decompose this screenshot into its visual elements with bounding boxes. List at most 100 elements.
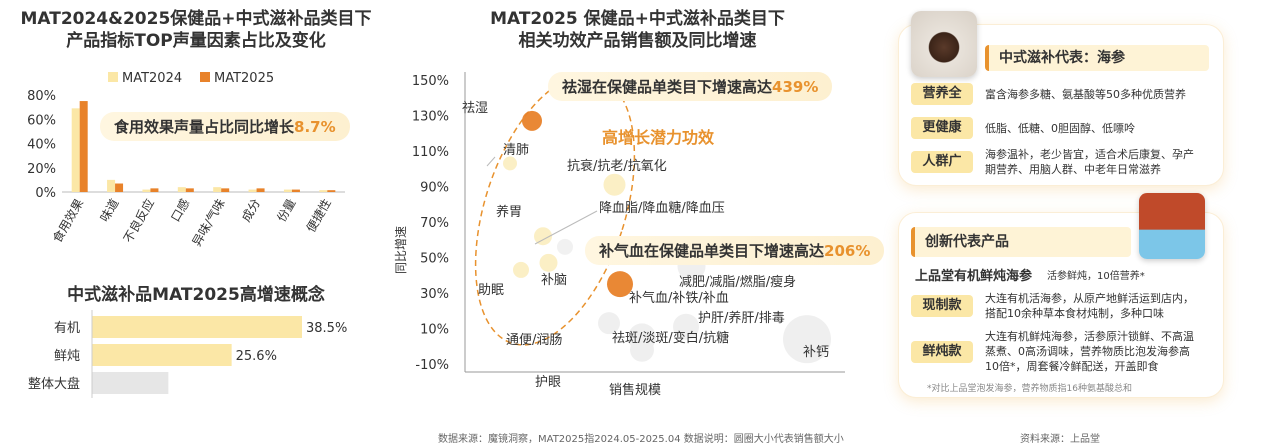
left-chart-title-line1: MAT2024&2025保健品+中式滋补品类目下	[20, 9, 372, 29]
audience-text: 海参温补，老少皆宜，适合术后康复、孕产 期营养、用脑人群、中老年日常滋养	[985, 147, 1194, 177]
innovation-title: 创新代表产品	[911, 227, 1131, 257]
bar-MAT2024-1	[107, 179, 116, 192]
bar-MAT2025-7	[327, 190, 336, 192]
y-tick-label: 20%	[27, 162, 56, 177]
hbar-category-label: 鲜炖	[54, 349, 80, 364]
bubble-label-0: 祛湿	[462, 100, 488, 116]
bar-MAT2024-4	[213, 187, 222, 192]
bubble-label-5: 补脑	[541, 273, 567, 288]
middle-callout-2: 补气血在保健品单类目下增速高达206%	[585, 236, 885, 265]
middle-chart-title: MAT2025 保健品+中式滋补品类目下 相关功效产品销售额及同比增速	[395, 8, 880, 52]
bar-MAT2024-2	[142, 189, 151, 192]
x-tick-label: 成分	[239, 197, 263, 225]
bubble-label-10: 护肝/养肝/排毒	[698, 310, 785, 326]
y-tick-label: 90%	[420, 181, 449, 196]
left-callout: 食用效果声量占比同比增长8.7%	[100, 112, 350, 141]
sea-cucumber-image	[911, 11, 977, 77]
bar-MAT2025-3	[185, 188, 194, 192]
fresh-stew-line1: 大连有机鲜炖海参，活参原汁锁鲜、不高温	[985, 330, 1194, 343]
bar-MAT2025-5	[256, 188, 265, 192]
high-growth-label: 高增长潜力功效	[602, 128, 715, 147]
bubble-label-12: 补钙	[803, 345, 829, 360]
x-tick-label: 食用效果	[49, 196, 86, 245]
y-tick-label: 70%	[420, 216, 449, 231]
hbar-2	[92, 372, 169, 394]
y-tick-label: 80%	[27, 89, 56, 104]
fresh-stew-line2: 蒸煮、0高汤调味，营养物质比泡发海参高	[985, 345, 1190, 358]
middle-callout-2-text: 补气血在保健品单类目下增速高达	[599, 242, 825, 260]
legend-swatch-0	[108, 72, 118, 82]
bubble-label-9: 通便/润肠	[506, 333, 562, 348]
y-tick-label: 40%	[27, 138, 56, 153]
product-name: 上品堂有机鲜炖海参	[915, 269, 1033, 284]
hbar-1	[92, 344, 232, 366]
middle-callout-2-value: 206%	[824, 242, 871, 260]
health-text: 低脂、低糖、0胆固醇、低嘌呤	[985, 122, 1135, 135]
bubble-10	[673, 313, 699, 340]
bubble-label-11: 祛斑/淡斑/变白/抗糖	[612, 330, 729, 346]
middle-chart-title-line1: MAT2025 保健品+中式滋补品类目下	[490, 9, 785, 29]
bubble-label-6: 助眠	[478, 283, 504, 298]
x-tick-label: 份量	[274, 197, 298, 225]
bar-MAT2025-6	[291, 189, 300, 192]
bubble-7	[607, 271, 633, 298]
connector-line	[534, 210, 598, 245]
y-tick-label: 30%	[420, 287, 449, 302]
left-chart-title: MAT2024&2025保健品+中式滋补品类目下 产品指标TOP声量因素占比及变…	[0, 8, 392, 52]
hbar-value-label: 25.6%	[236, 349, 277, 364]
bar-MAT2025-1	[115, 183, 124, 192]
high-growth-ellipse	[474, 74, 636, 346]
card-title: 中式滋补代表：海参	[985, 45, 1209, 71]
middle-callout-1: 祛湿在保健品单类目下增速高达439%	[548, 72, 833, 101]
fresh-made-text: 大连有机活海参，从原产地鲜活运到店内， 搭配10余种草本食材炖制，多种口味	[985, 291, 1194, 321]
audience-text-line1: 海参温补，老少皆宜，适合术后康复、孕产	[985, 148, 1194, 161]
middle-chart-title-line2: 相关功效产品销售额及同比增速	[518, 31, 757, 51]
x-tick-label: 便捷性	[304, 197, 334, 235]
bar-MAT2024-6	[283, 189, 292, 192]
product-subtitle: 活参鲜炖，10倍营养*	[1047, 271, 1145, 282]
x-tick-label: 口感	[167, 196, 192, 224]
y-tick-label: 150%	[412, 74, 449, 89]
y-tick-label: 130%	[412, 110, 449, 125]
y-tick-label: 0%	[35, 186, 56, 201]
sea-cucumber-card: 中式滋补代表：海参 营养全 富含海参多糖、氨基酸等50多种优质营养 更健康 低脂…	[898, 11, 1224, 186]
hbar-0	[92, 316, 302, 338]
bubble-4	[557, 238, 573, 255]
y-tick-label: 50%	[420, 252, 449, 267]
tag-audience: 人群广	[911, 151, 973, 173]
bar-MAT2024-0	[71, 108, 80, 192]
y-tick-label: -10%	[415, 358, 449, 373]
bar-MAT2024-7	[319, 190, 328, 192]
bubble-9	[598, 312, 620, 335]
tag-fresh-made: 现制款	[911, 295, 973, 317]
fresh-stew-text: 大连有机鲜炖海参，活参原汁锁鲜、不高温 蒸煮、0高汤调味，营养物质比泡发海参高 …	[985, 329, 1194, 374]
bar-MAT2024-5	[248, 189, 257, 192]
hbar-value-label: 38.5%	[306, 321, 347, 336]
hbar-category-label: 有机	[54, 321, 80, 336]
bar-MAT2025-2	[150, 188, 159, 192]
innovation-card: 创新代表产品 上品堂有机鲜炖海参 活参鲜炖，10倍营养* 现制款 大连有机活海参…	[898, 193, 1224, 398]
bar-MAT2025-0	[79, 101, 88, 192]
y-tick-label: 10%	[420, 323, 449, 338]
y-tick-label: 110%	[412, 145, 449, 160]
bubble-3	[534, 227, 552, 246]
bubble-label-7: 补气血/补铁/补血	[629, 290, 729, 306]
x-tick-label: 异味/气味	[189, 196, 228, 249]
left-callout-value: 8.7%	[294, 118, 336, 136]
footnote: *对比上品堂泡发海参，营养物质指16种氨基酸总和	[927, 384, 1132, 394]
y-tick-label: 60%	[27, 113, 56, 128]
hbar-category-label: 整体大盘	[28, 376, 80, 392]
bubble-6	[513, 261, 529, 278]
bubble-5	[539, 253, 558, 272]
middle-callout-1-value: 439%	[772, 78, 819, 96]
footer-source: 数据来源：魔镜洞察，MAT2025指2024.05-2025.04 数据说明：圆…	[438, 434, 844, 445]
bubble-13	[630, 337, 654, 362]
left-bar-chart: MAT2024 MAT2025 0% 20% 40% 60% 80% 食用效果 味道 不良反应 口感…	[27, 71, 345, 249]
tag-nutrition: 营养全	[911, 83, 973, 105]
bubble-1	[503, 156, 517, 171]
bubble-label-4: 降血脂/降血糖/降血压	[599, 200, 725, 216]
bottom-chart-title: 中式滋补品MAT2025高增速概念	[67, 285, 325, 305]
bar-MAT2024-3	[177, 187, 186, 192]
legend-swatch-1	[200, 72, 210, 82]
